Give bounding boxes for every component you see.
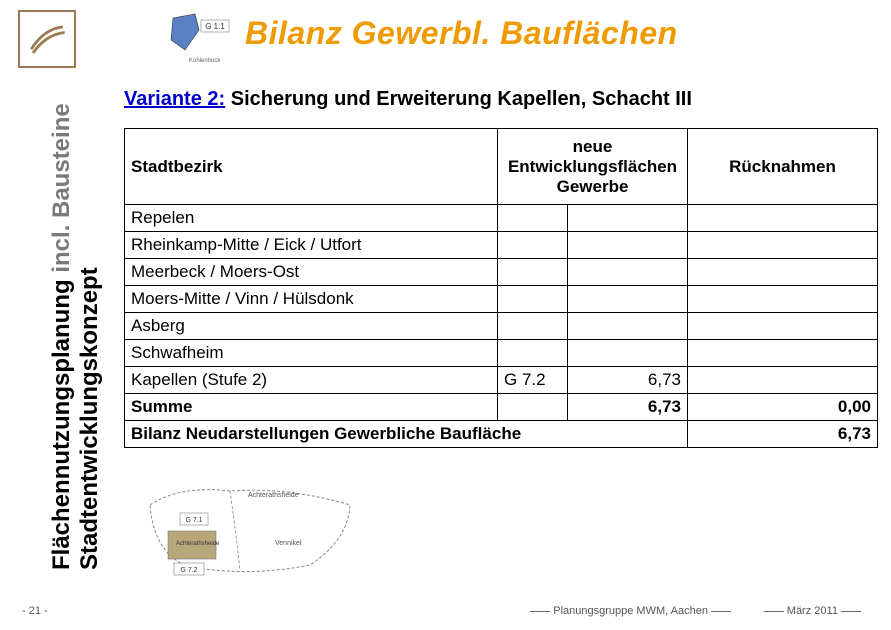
- row-val: [568, 340, 688, 367]
- row-code: [498, 205, 568, 232]
- row-code: G 7.2: [498, 367, 568, 394]
- row-code: [498, 340, 568, 367]
- row-ruck: [688, 259, 878, 286]
- row-val: 6,73: [568, 367, 688, 394]
- row-label: Repelen: [125, 205, 498, 232]
- table-row: Repelen: [125, 205, 878, 232]
- row-ruck: [688, 205, 878, 232]
- footer: - 21 - Planungsgruppe MWM, Aachen März 2…: [0, 600, 891, 620]
- row-val: [568, 205, 688, 232]
- data-table: Stadtbezirk neue Entwicklungsflächen Gew…: [124, 128, 878, 448]
- svg-text:Achterathsheide: Achterathsheide: [248, 492, 299, 499]
- thumb-caption: Kohlenhuck: [189, 58, 221, 64]
- table-row: Asberg: [125, 313, 878, 340]
- row-label: Rheinkamp-Mitte / Eick / Utfort: [125, 232, 498, 259]
- svg-text:G 7.2: G 7.2: [180, 567, 197, 574]
- row-code: [498, 259, 568, 286]
- row-code: [498, 286, 568, 313]
- svg-text:Vennikel: Vennikel: [275, 540, 302, 547]
- row-ruck: [688, 340, 878, 367]
- row-label: Kapellen (Stufe 2): [125, 367, 498, 394]
- svg-text:G 7.1: G 7.1: [185, 517, 202, 524]
- table-row: Moers-Mitte / Vinn / Hülsdonk: [125, 286, 878, 313]
- row-summe: Summe6,730,00: [125, 394, 878, 421]
- footer-date: März 2011: [764, 605, 861, 617]
- svg-text:Achterathsheide: Achterathsheide: [176, 541, 220, 547]
- variant-text: Sicherung und Erweiterung Kapellen, Scha…: [225, 88, 692, 110]
- sidebar-main: Flächennutzungsplanung: [48, 279, 75, 570]
- row-bilanz: Bilanz Neudarstellungen Gewerbliche Bauf…: [125, 421, 878, 448]
- row-code: [498, 313, 568, 340]
- variant-line: Variante 2: Sicherung und Erweiterung Ka…: [124, 88, 692, 111]
- logo: [18, 10, 76, 68]
- th-entwicklung: neue Entwicklungsflächen Gewerbe: [498, 129, 688, 205]
- thumb-code: G 1.1: [205, 22, 225, 31]
- row-ruck: [688, 367, 878, 394]
- page-title: Bilanz Gewerbl. Bauflächen: [245, 15, 678, 52]
- table-row: Rheinkamp-Mitte / Eick / Utfort: [125, 232, 878, 259]
- thumb-map: G 1.1 Kohlenhuck: [165, 10, 237, 65]
- row-label: Schwafheim: [125, 340, 498, 367]
- row-val: [568, 232, 688, 259]
- th-stadtbezirk: Stadtbezirk: [125, 129, 498, 205]
- sidebar-subtitle: Stadtentwicklungskonzept: [76, 267, 104, 570]
- row-ruck: [688, 286, 878, 313]
- row-val: [568, 313, 688, 340]
- table-row: Meerbeck / Moers-Ost: [125, 259, 878, 286]
- row-label: Moers-Mitte / Vinn / Hülsdonk: [125, 286, 498, 313]
- sidebar-title: Flächennutzungsplanung incl. Bausteine: [48, 103, 76, 570]
- row-label: Asberg: [125, 313, 498, 340]
- th-rucknahmen: Rücknahmen: [688, 129, 878, 205]
- row-code: [498, 232, 568, 259]
- row-val: [568, 286, 688, 313]
- row-ruck: [688, 232, 878, 259]
- row-label: Meerbeck / Moers-Ost: [125, 259, 498, 286]
- row-val: [568, 259, 688, 286]
- page-number: - 21 -: [22, 605, 48, 617]
- row-ruck: [688, 313, 878, 340]
- table-row: Schwafheim: [125, 340, 878, 367]
- sidebar-grey: incl. Bausteine: [48, 103, 75, 279]
- map-bottom: G 7.1 G 7.2 Achterathsheide Achterathshe…: [140, 485, 360, 580]
- variant-label: Variante 2:: [124, 88, 225, 110]
- table-row: Kapellen (Stufe 2)G 7.26,73: [125, 367, 878, 394]
- footer-credit: Planungsgruppe MWM, Aachen: [530, 605, 731, 617]
